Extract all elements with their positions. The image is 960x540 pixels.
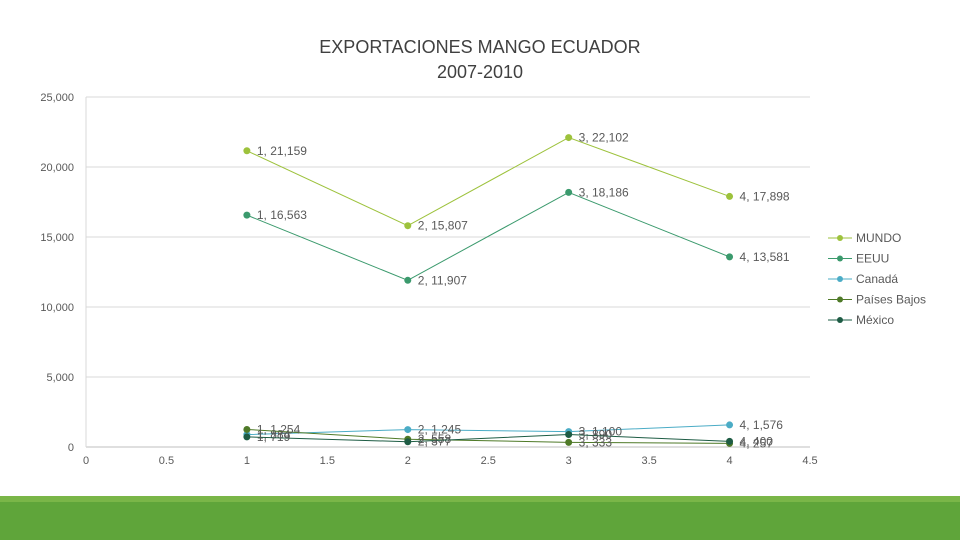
data-label: 2, 558	[418, 432, 452, 446]
series-line	[246, 137, 730, 227]
chart-title: EXPORTACIONES MANGO ECUADOR 2007-2010	[319, 37, 640, 82]
data-point	[243, 433, 251, 441]
x-tick-label: 2.5	[481, 455, 496, 467]
data-point	[565, 431, 573, 439]
y-axis-tick-labels: 0 5,000 10,000 15,000 20,000 25,000	[40, 92, 74, 454]
data-point	[243, 147, 251, 155]
data-point	[726, 192, 734, 200]
x-tick-label: 2	[405, 455, 411, 467]
data-point	[726, 421, 734, 429]
x-tick-label: 3.5	[641, 455, 656, 467]
data-label: 1, 719	[257, 430, 291, 444]
data-label: 3, 890	[579, 428, 613, 442]
chart-legend: MUNDO EEUU Canadá Países Bajos México	[828, 231, 926, 327]
x-tick-label: 1	[244, 455, 250, 467]
data-label: 2, 1,245	[418, 423, 462, 437]
y-tick-label: 0	[68, 442, 74, 454]
y-tick-label: 25,000	[40, 92, 74, 104]
data-point	[243, 425, 251, 433]
y-tick-label: 10,000	[40, 302, 74, 314]
data-label: 4, 17,898	[740, 189, 790, 203]
data-label: 4, 257	[740, 436, 774, 450]
data-point	[243, 211, 251, 219]
data-point	[404, 222, 412, 230]
chart-title-line: EXPORTACIONES MANGO ECUADOR	[319, 37, 640, 57]
legend-marker	[837, 255, 843, 262]
legend-label: MUNDO	[856, 231, 901, 245]
legend-marker	[837, 235, 843, 241]
data-point	[565, 134, 573, 142]
chart-series: 1, 21,159 2, 15,807 3, 22,102 4, 17,898 1, 1…	[243, 131, 790, 450]
data-label: 4, 1,576	[740, 418, 784, 432]
data-label: 3, 333	[579, 435, 613, 449]
legend-marker	[837, 296, 843, 303]
legend-label: Países Bajos	[856, 293, 926, 307]
y-tick-label: 5,000	[46, 372, 74, 384]
data-label: 2, 377	[418, 435, 452, 449]
chart-canvas: EXPORTACIONES MANGO ECUADOR 2007-2010 0 5,…	[40, 37, 926, 467]
legend-label: EEUU	[856, 252, 889, 266]
x-tick-label: 4.5	[802, 455, 817, 467]
data-point	[404, 438, 412, 446]
data-label: 2, 15,807	[418, 219, 468, 233]
series-line	[246, 428, 730, 444]
data-label: 4, 400	[740, 434, 774, 448]
data-point	[565, 188, 573, 196]
data-point	[726, 253, 734, 261]
legend-label: México	[856, 313, 894, 327]
y-tick-label: 15,000	[40, 232, 74, 244]
data-label: 3, 22,102	[579, 131, 629, 145]
series-line	[246, 191, 730, 281]
footer-band	[0, 502, 960, 540]
data-point	[565, 438, 573, 446]
x-tick-label: 4	[726, 455, 732, 467]
data-label: 4, 13,581	[740, 250, 790, 264]
data-label: 1, 21,159	[257, 144, 307, 158]
series-line	[246, 434, 730, 443]
series-line	[246, 424, 730, 436]
footer-stripe	[0, 496, 960, 502]
x-tick-label: 1.5	[320, 455, 335, 467]
x-tick-label: 0.5	[159, 455, 174, 467]
data-label: 3, 18,186	[579, 185, 629, 199]
chart-gridlines	[85, 96, 810, 448]
data-point	[404, 426, 412, 434]
data-point	[726, 437, 734, 445]
data-label: 2, 11,907	[418, 273, 467, 287]
y-tick-label: 20,000	[40, 162, 74, 174]
legend-label: Canadá	[856, 272, 898, 286]
data-label: 1, 16,563	[257, 208, 307, 222]
chart-title-line: 2007-2010	[437, 62, 523, 82]
legend-marker	[837, 276, 843, 282]
legend-marker	[837, 317, 843, 323]
x-tick-label: 0	[83, 455, 89, 467]
data-label: 1, 1,254	[257, 422, 301, 436]
data-point	[404, 276, 412, 284]
x-axis-tick-labels: 0 0.5 1 1.5 2 2.5 3 3.5 4 4.5	[83, 455, 818, 467]
x-tick-label: 3	[566, 455, 572, 467]
